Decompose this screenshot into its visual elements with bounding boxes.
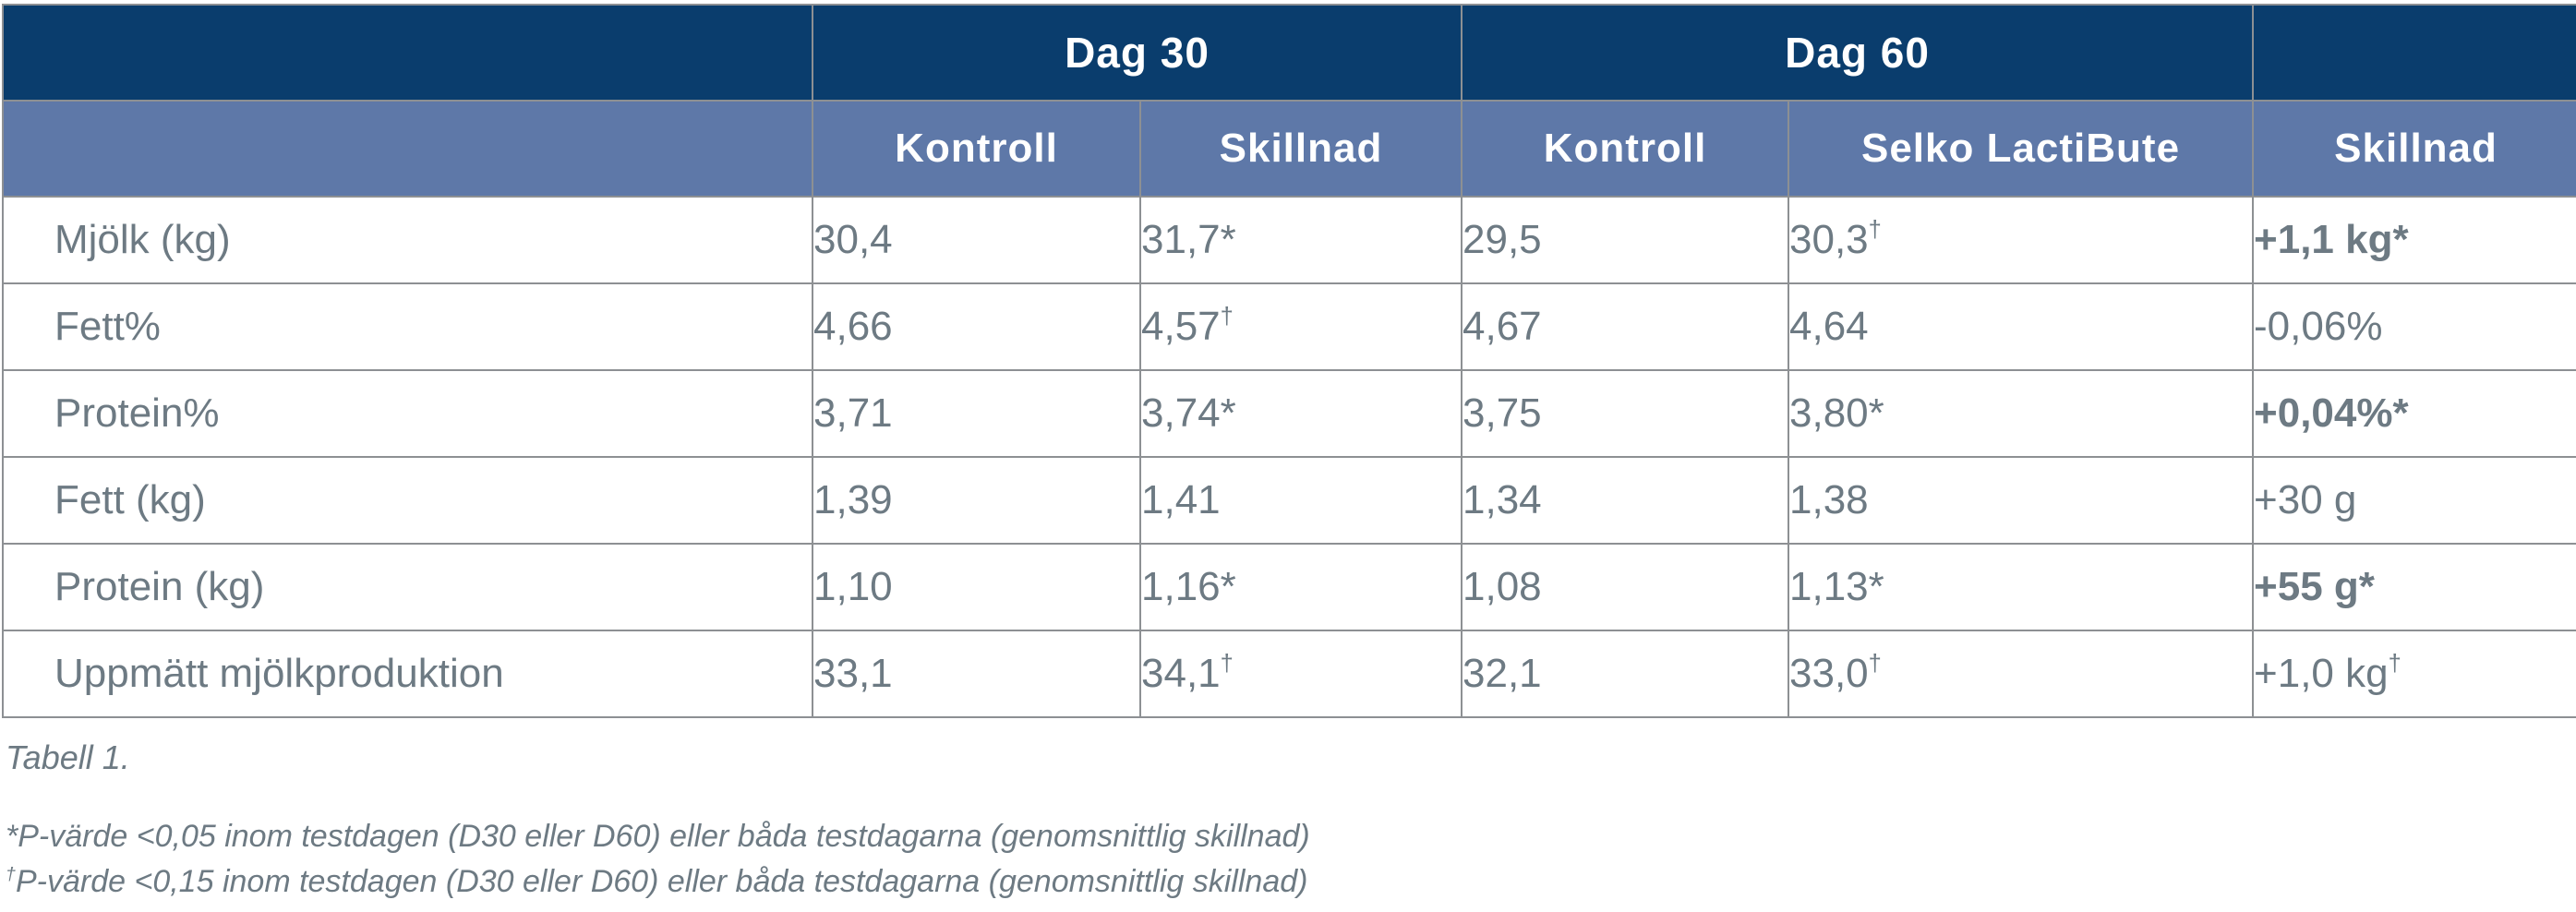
value-cell: +55 g* [2252, 543, 2576, 631]
group-header-empty-right [2252, 4, 2576, 102]
value-cell: 29,5 [1461, 196, 1790, 284]
group-header-empty-left [2, 4, 813, 102]
value-cell: 1,10 [812, 543, 1141, 631]
table-footer: Tabell 1. *P-värde <0,05 inom testdagen … [6, 738, 1310, 905]
value-cell: 30,4 [812, 196, 1141, 284]
dagger-marker: † [1220, 304, 1234, 330]
table-row: Mjölk (kg) 30,4 31,7* 29,5 30,3† +1,1 kg* [2, 196, 2576, 284]
dagger-marker: † [1220, 651, 1234, 678]
table-row: Uppmätt mjölkproduktion 33,1 34,1† 32,1 33,0… [2, 630, 2576, 718]
column-header-row: Kontroll Skillnad Kontroll Selko LactiBu… [2, 100, 2576, 198]
column-header-kontroll-d60: Kontroll [1461, 100, 1790, 198]
table-row: Fett (kg) 1,39 1,41 1,34 1,38 +30 g [2, 456, 2576, 545]
row-label: Fett% [2, 282, 813, 371]
value-cell: 1,38 [1788, 456, 2255, 545]
results-table: Dag 30 Dag 60 Kontroll Skillnad Kontroll… [2, 4, 2576, 718]
row-label: Fett (kg) [2, 456, 813, 545]
dagger-marker: † [2388, 651, 2401, 678]
value-cell: 3,71 [812, 369, 1141, 458]
value-cell: 4,64 [1788, 282, 2255, 371]
group-header-dag60: Dag 60 [1461, 4, 2255, 102]
value-cell: +0,04%* [2252, 369, 2576, 458]
dagger-marker: † [1868, 651, 1882, 678]
row-label: Uppmätt mjölkproduktion [2, 630, 813, 718]
row-label: Protein (kg) [2, 543, 813, 631]
value-cell: +1,0 kg† [2252, 630, 2576, 718]
value-cell: 4,67 [1461, 282, 1790, 371]
value-cell: 3,74* [1138, 369, 1463, 458]
value-cell: 1,16* [1138, 543, 1463, 631]
value-cell: 1,39 [812, 456, 1141, 545]
row-label: Protein% [2, 369, 813, 458]
row-label: Mjölk (kg) [2, 196, 813, 284]
table-row: Fett% 4,66 4,57† 4,67 4,64 -0,06% [2, 282, 2576, 371]
table-body: Mjölk (kg) 30,4 31,7* 29,5 30,3† +1,1 kg* Fett… [2, 196, 2576, 718]
value-cell: 3,75 [1461, 369, 1790, 458]
column-header-kontroll-d30: Kontroll [812, 100, 1141, 198]
column-header-skillnad-d30: Skillnad [1138, 100, 1463, 198]
dagger-marker: † [6, 863, 16, 884]
dagger-marker: † [1868, 217, 1882, 244]
column-header-skillnad-total: Skillnad [2252, 100, 2576, 198]
value-cell: 1,34 [1461, 456, 1790, 545]
table-caption: Tabell 1. [6, 738, 130, 776]
value-cell: -0,06% [2252, 282, 2576, 371]
value-cell: 31,7* [1138, 196, 1463, 284]
value-cell: 34,1† [1138, 630, 1463, 718]
table-row: Protein (kg) 1,10 1,16* 1,08 1,13* +55 g* [2, 543, 2576, 631]
value-cell: 1,41 [1138, 456, 1463, 545]
group-header-dag30: Dag 30 [811, 4, 1463, 102]
value-cell: 32,1 [1461, 630, 1790, 718]
footnotes: *P-värde <0,05 inom testdagen (D30 eller… [6, 814, 1310, 905]
value-cell: 4,66 [812, 282, 1141, 371]
column-header-selko-lactibute: Selko LactiBute [1788, 100, 2255, 198]
footnote: *P-värde <0,05 inom testdagen (D30 eller… [6, 819, 1310, 854]
value-cell: 3,80* [1788, 369, 2255, 458]
value-cell: +30 g [2252, 456, 2576, 545]
value-cell: 33,0† [1788, 630, 2255, 718]
value-cell: 1,08 [1461, 543, 1790, 631]
group-header-row: Dag 30 Dag 60 [2, 4, 2576, 102]
value-cell: +1,1 kg* [2252, 196, 2576, 284]
value-cell: 1,13* [1788, 543, 2255, 631]
value-cell: 33,1 [812, 630, 1141, 718]
value-cell: 4,57† [1138, 282, 1463, 371]
value-cell: 30,3† [1788, 196, 2255, 284]
footnote: †P-värde <0,15 inom testdagen (D30 eller… [6, 863, 1308, 899]
table-row: Protein% 3,71 3,74* 3,75 3,80* +0,04%* [2, 369, 2576, 458]
column-header-empty [2, 100, 813, 198]
